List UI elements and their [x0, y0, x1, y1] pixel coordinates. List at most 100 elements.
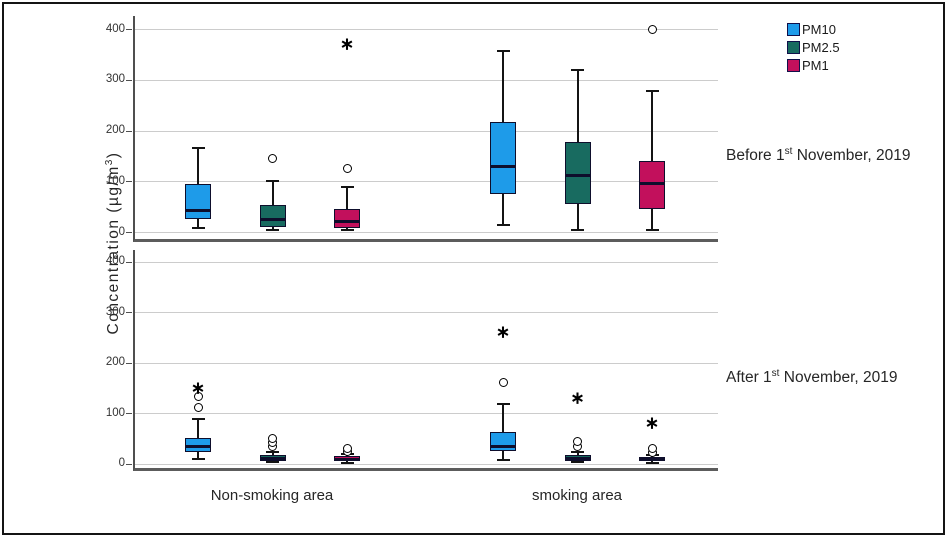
gridline-400 [135, 261, 718, 263]
panel-label-before-text: Before 1 [726, 147, 785, 165]
panel-before: 0 100 200 300 400 ∗ [106, 16, 718, 242]
whisker-cap-high-pm10-smoking [496, 49, 510, 52]
whisker-cap-low-pm1-smoking [645, 229, 659, 232]
median-pm10-nonsmoking [186, 209, 210, 213]
panel-label-after-sup: st [771, 368, 780, 379]
median-pm25-nonsmoking [260, 456, 285, 460]
tick-label-400: 400 [105, 255, 125, 268]
box-pm10-smoking [490, 431, 516, 452]
tick-label-200: 200 [105, 356, 125, 369]
whisker-cap-low-pm25-smoking [571, 461, 584, 464]
outlier-pm1-smoking-1 [647, 443, 657, 453]
legend-swatch-pm1 [787, 58, 800, 72]
outlier-pm1-nonsmoking-1 [342, 443, 352, 453]
tick-mark-0 [126, 463, 132, 465]
gridline-200 [135, 362, 718, 364]
whisker-pm1-nonsmoking [346, 187, 348, 231]
median-pm10-smoking [491, 164, 515, 168]
box-pm1-nonsmoking [334, 209, 360, 229]
gridline-100 [135, 181, 718, 183]
whisker-cap-high-pm1-nonsmoking [340, 186, 354, 189]
legend-label-pm1: PM1 [802, 57, 829, 73]
outlier-pm25-nonsmoking-2 [268, 433, 277, 443]
median-pm25-smoking [565, 456, 590, 460]
y-axis-title: Concentration (µg/m3) [104, 117, 124, 369]
extreme-pm10-nonsmoking-0: ∗ [190, 378, 206, 398]
tick-label-200: 200 [105, 124, 125, 136]
legend-label-pm10: PM10 [802, 21, 836, 37]
tick-label-0: 0 [118, 457, 125, 469]
tick-mark-400 [126, 261, 132, 263]
panel-label-before: Before 1st November, 2019 [726, 146, 910, 165]
box-pm10-nonsmoking [185, 183, 211, 220]
tick-label-300: 300 [105, 73, 125, 86]
median-pm1-nonsmoking [335, 457, 359, 461]
extreme-pm25-smoking-0: ∗ [570, 388, 585, 408]
legend-swatch-pm10 [787, 22, 800, 36]
box-pm1-smoking [639, 161, 665, 210]
gridline-200 [135, 130, 718, 132]
box-pm10-smoking [490, 122, 516, 195]
panel-label-after-rest: November, 2019 [779, 369, 898, 387]
whisker-cap-high-pm10-nonsmoking [191, 417, 205, 420]
x-category-non-smoking: Non-smoking area [210, 487, 334, 504]
whisker-cap-low-pm25-smoking [571, 228, 584, 231]
whisker-cap-high-pm1-smoking [645, 90, 659, 93]
gridline-100 [135, 413, 718, 415]
gridline-0 [135, 463, 718, 465]
whisker-cap-low-pm25-nonsmoking [266, 229, 279, 232]
median-pm1-smoking [640, 457, 664, 461]
whisker-cap-low-pm10-nonsmoking [191, 458, 205, 461]
median-pm1-nonsmoking [335, 220, 359, 224]
outlier-pm25-nonsmoking-0 [268, 153, 277, 163]
whisker-cap-low-pm10-smoking [496, 223, 510, 226]
box-pm25-smoking [564, 142, 591, 205]
whisker-cap-high-pm25-nonsmoking [266, 180, 279, 183]
legend: PM10 PM2.5 PM1 [787, 20, 840, 74]
extreme-pm1-smoking-0: ∗ [644, 413, 660, 433]
whisker-cap-low-pm25-nonsmoking [266, 461, 279, 464]
panel-label-after: After 1st November, 2019 [726, 368, 898, 387]
tick-label-100: 100 [105, 406, 125, 419]
x-category-smoking: smoking area [531, 487, 623, 504]
tick-mark-200 [126, 362, 132, 364]
tick-label-300: 300 [105, 305, 125, 318]
extreme-pm10-smoking-0: ∗ [495, 322, 511, 342]
whisker-cap-high-pm25-nonsmoking [266, 451, 279, 454]
legend-swatch-pm25 [787, 40, 800, 54]
gridline-400 [135, 29, 718, 30]
outlier-pm25-smoking-1 [573, 436, 582, 446]
whisker-cap-low-pm1-smoking [645, 461, 659, 464]
outlier-pm10-nonsmoking-1 [193, 392, 203, 402]
tick-mark-200 [126, 130, 132, 132]
tick-mark-100 [126, 413, 132, 415]
whisker-cap-low-pm10-nonsmoking [191, 226, 205, 229]
gridline-0 [135, 232, 718, 233]
box-pm10-nonsmoking [185, 438, 211, 453]
tick-mark-300 [126, 312, 132, 314]
gridline-300 [135, 312, 718, 314]
outlier-pm10-smoking-0 [498, 378, 508, 388]
tick-mark-0 [126, 232, 132, 233]
tick-mark-300 [126, 79, 132, 81]
median-pm1-smoking [640, 181, 664, 185]
extreme-pm1-nonsmoking-0: ∗ [339, 34, 355, 54]
whisker-cap-high-pm10-smoking [496, 403, 510, 406]
whisker-cap-low-pm1-nonsmoking [340, 229, 354, 232]
whisker-cap-low-pm1-nonsmoking [340, 461, 354, 464]
median-pm10-nonsmoking [186, 445, 210, 449]
whisker-cap-high-pm10-nonsmoking [191, 147, 205, 150]
outlier-pm10-nonsmoking-0 [193, 402, 203, 412]
y-axis-title-close: ) [105, 151, 123, 159]
tick-label-0: 0 [118, 225, 125, 238]
median-pm25-smoking [565, 173, 590, 177]
tick-mark-400 [126, 29, 132, 30]
whisker-cap-low-pm10-smoking [496, 458, 510, 461]
gridline-300 [135, 79, 718, 81]
median-pm25-nonsmoking [260, 217, 285, 221]
median-pm10-smoking [491, 444, 515, 448]
whisker-pm1-smoking [651, 91, 653, 231]
whisker-cap-high-pm25-smoking [571, 450, 584, 453]
legend-label-pm25: PM2.5 [802, 39, 840, 55]
